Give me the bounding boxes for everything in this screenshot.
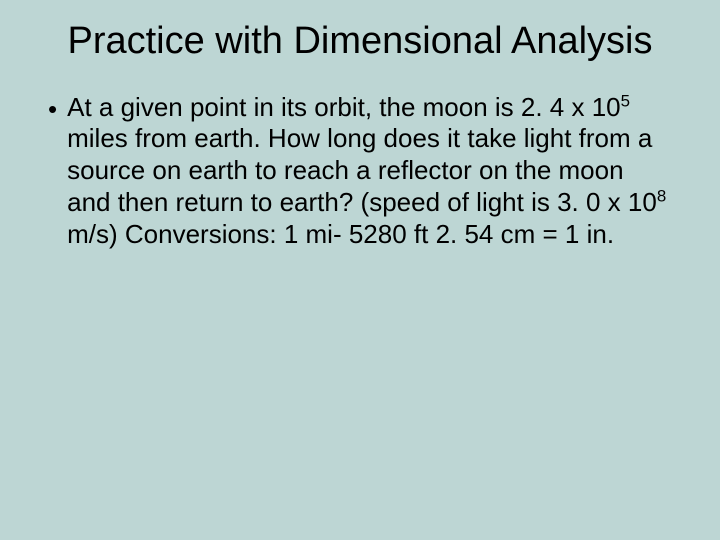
bullet-marker: • — [48, 94, 57, 125]
slide: Practice with Dimensional Analysis • At … — [0, 0, 720, 540]
bullet-item: • At a given point in its orbit, the moo… — [48, 92, 672, 251]
body-text: At a given point in its orbit, the moon … — [67, 92, 672, 251]
exponent-2: 8 — [657, 186, 666, 205]
body-part-1: At a given point in its orbit, the moon … — [67, 92, 621, 122]
slide-title: Practice with Dimensional Analysis — [48, 20, 672, 64]
body-part-2: miles from earth. How long does it take … — [67, 123, 657, 216]
exponent-1: 5 — [621, 91, 630, 110]
body-part-3: m/s) Conversions: 1 mi- 5280 ft 2. 54 cm… — [67, 219, 614, 249]
